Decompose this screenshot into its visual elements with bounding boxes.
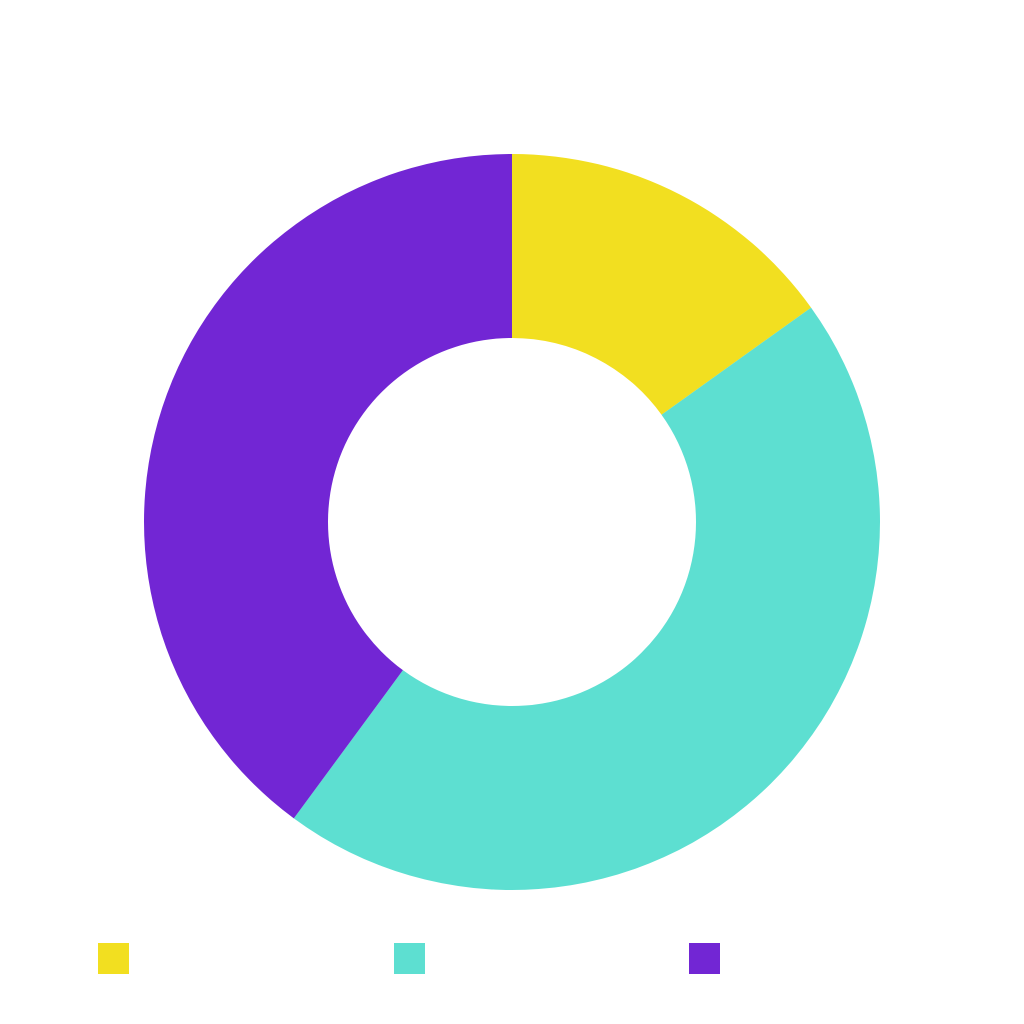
donut-slice-2 xyxy=(293,307,880,890)
donut-slice-1 xyxy=(512,154,812,415)
donut-slice-3 xyxy=(144,154,512,819)
legend-swatch-1 xyxy=(98,943,129,974)
legend-swatch-3 xyxy=(689,943,720,974)
legend-swatch-2 xyxy=(394,943,425,974)
